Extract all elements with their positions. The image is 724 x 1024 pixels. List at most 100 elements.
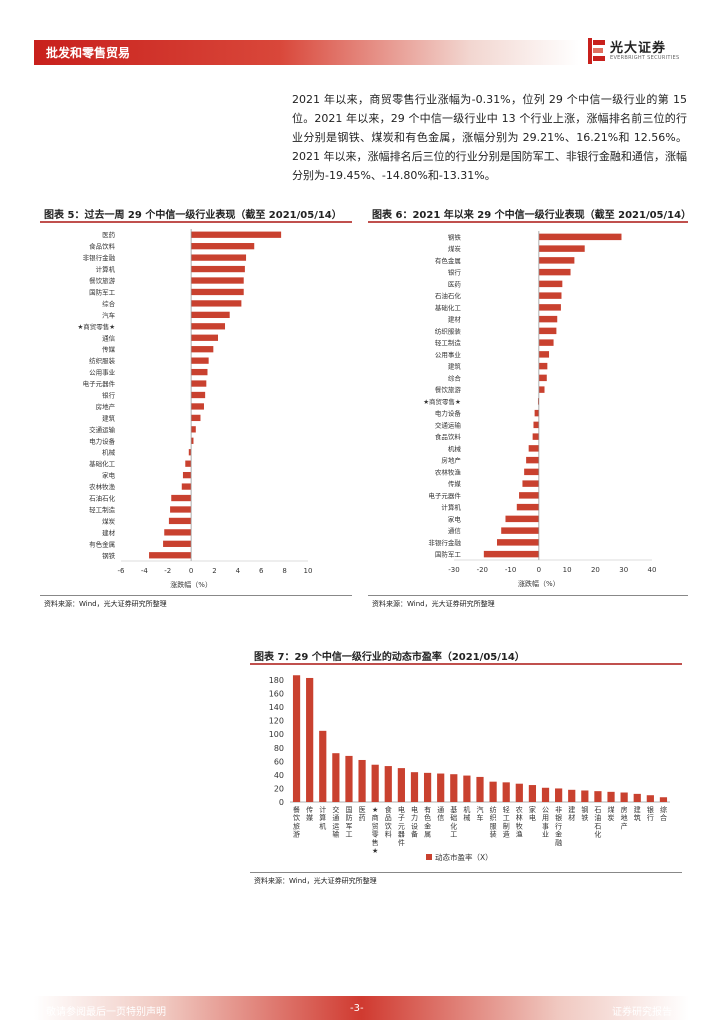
category-label: 公用事业: [542, 806, 549, 839]
category-label: 基础化工: [450, 805, 457, 839]
fig7-source-rule: [250, 872, 682, 873]
bar: [502, 782, 510, 802]
bar: [410, 772, 419, 802]
tick-label: 20: [591, 566, 600, 574]
category-label: 有色金属: [89, 539, 115, 548]
fig5-source: 资料来源：Wind，光大证券研究所整理: [44, 600, 167, 608]
bar: [191, 323, 226, 330]
bar: [191, 391, 206, 399]
section-title: 批发和零售贸易: [46, 46, 131, 60]
category-label: 交通运输: [89, 425, 116, 434]
bar: [476, 776, 484, 802]
tick-label: 4: [236, 567, 241, 575]
category-label: 轻工制造: [89, 505, 116, 514]
bar: [533, 421, 539, 429]
category-label: 计算机: [319, 805, 326, 830]
chart-ytd-performance: 钢铁煤炭有色金属银行医药石油石化基础化工建材纺织服装轻工制造公用事业建筑综合餐饮…: [423, 231, 656, 588]
bar: [607, 791, 615, 802]
fig6-source: 资料来源：Wind，光大证券研究所整理: [372, 600, 495, 608]
bar: [191, 346, 214, 353]
category-label: 电子元器件: [398, 805, 405, 847]
category-label: 建筑: [102, 413, 116, 422]
category-label: 煤炭: [102, 516, 116, 525]
category-label: 餐饮旅游: [89, 276, 116, 285]
category-label: 煤炭: [608, 805, 615, 822]
category-label: 汽车: [477, 805, 484, 822]
bar: [191, 254, 247, 261]
category-label: 国防军工: [435, 550, 462, 559]
category-label: 医药: [102, 230, 116, 239]
axis-label: 涨跌幅（%）: [518, 579, 560, 588]
bar: [594, 791, 602, 802]
tick-label: 20: [274, 784, 284, 793]
fig6-title-rule: [368, 221, 688, 223]
bar: [489, 781, 497, 802]
bar: [538, 374, 547, 382]
tick-label: -10: [505, 566, 516, 574]
tick-label: -30: [448, 566, 459, 574]
category-label: 建材: [102, 528, 116, 537]
brand-subtitle: EVERBRIGHT SECURITIES: [610, 55, 680, 61]
category-label: 非银行金融: [83, 253, 116, 262]
bar: [397, 768, 405, 802]
bar: [191, 277, 244, 284]
fig5-source-rule: [40, 595, 352, 596]
bar: [191, 403, 204, 410]
bar: [450, 774, 458, 802]
bar: [538, 304, 561, 311]
bar: [538, 315, 558, 323]
bar: [534, 409, 539, 417]
category-label: 农林牧渔: [89, 482, 116, 491]
category-label: 电子元器件: [83, 379, 116, 388]
bar: [181, 483, 192, 490]
fig5-title: 图表 5：过去一周 29 个中信一级行业表现（截至 2021/05/14）: [44, 210, 342, 221]
category-label: 传媒: [102, 345, 116, 354]
bar: [505, 515, 539, 523]
bar: [463, 775, 471, 802]
category-label: 石油石化: [435, 291, 462, 300]
category-label: 传媒: [448, 479, 462, 488]
bar: [332, 753, 340, 802]
bar: [191, 311, 230, 319]
bar: [384, 766, 392, 802]
category-label: 轻工制造: [435, 338, 462, 347]
fig7-title: 图表 7：29 个中信一级行业的动态市盈率（2021/05/14）: [254, 652, 525, 663]
tick-label: 120: [269, 717, 284, 726]
fig6-title: 图表 6：2021 年以来 29 个中信一级行业表现（截至 2021/05/14…: [372, 210, 692, 221]
category-label: 电力设备: [411, 805, 418, 839]
category-label: 食品饮料: [435, 432, 462, 441]
tick-label: 60: [274, 757, 284, 766]
bar: [306, 677, 314, 802]
category-label: 交通运输: [332, 805, 339, 839]
axis-label: 涨跌幅（%）: [170, 580, 212, 589]
legend-label: 动态市盈率（X）: [435, 852, 493, 862]
bar: [538, 292, 562, 299]
bar: [191, 334, 219, 341]
category-label: 房地产: [441, 456, 461, 465]
bar: [191, 300, 242, 307]
tick-label: 6: [259, 567, 264, 575]
category-label: 家电: [448, 514, 462, 523]
category-label: 煤炭: [448, 244, 462, 253]
bar: [538, 339, 554, 346]
category-label: 轻工制造: [503, 805, 510, 839]
bar: [538, 327, 557, 335]
tick-label: -2: [164, 567, 171, 575]
bar: [149, 552, 192, 559]
category-label: 综合: [660, 805, 667, 822]
category-label: ★商贸零售★: [423, 397, 461, 406]
category-label: 银行: [102, 391, 116, 400]
category-label: 电力设备: [89, 436, 116, 445]
bar: [541, 787, 550, 802]
category-label: 电力设备: [435, 409, 462, 418]
category-label: 综合: [448, 373, 462, 382]
bar: [345, 755, 353, 802]
bar: [538, 351, 550, 358]
bar: [538, 233, 622, 241]
bar: [191, 231, 282, 238]
category-label: 计算机: [441, 503, 461, 512]
category-label: 非银行金融: [428, 538, 461, 547]
bar: [191, 243, 255, 250]
bar: [496, 539, 539, 546]
